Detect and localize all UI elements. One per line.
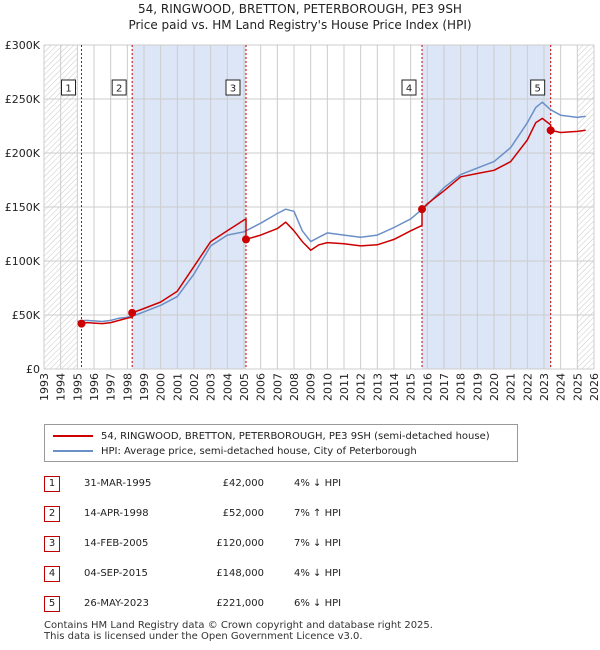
x-tick-label: 2025 bbox=[571, 373, 584, 401]
x-tick-label: 2020 bbox=[488, 373, 501, 401]
sale-hpi-diff: 6% ↓ HPI bbox=[294, 598, 342, 609]
x-tick-label: 1995 bbox=[71, 373, 84, 401]
sale-point bbox=[77, 319, 86, 328]
sale-hpi-diff: 4% ↓ HPI bbox=[294, 568, 342, 579]
x-tick-label: 2010 bbox=[321, 373, 334, 401]
y-tick-label: £0 bbox=[26, 363, 40, 376]
sale-date: 04-SEP-2015 bbox=[84, 568, 148, 579]
x-tick-label: 2007 bbox=[271, 373, 284, 401]
sale-number-badge: 1 bbox=[44, 476, 60, 492]
sale-price: £148,000 bbox=[216, 568, 264, 579]
chart-title: 54, RINGWOOD, BRETTON, PETERBOROUGH, PE3… bbox=[138, 2, 462, 16]
sale-price: £52,000 bbox=[222, 508, 264, 519]
sale-label-box bbox=[401, 79, 417, 96]
x-tick-label: 2015 bbox=[405, 373, 418, 401]
sale-date: 31-MAR-1995 bbox=[84, 478, 152, 489]
sale-label-box bbox=[61, 79, 76, 96]
sale-label-box bbox=[111, 79, 127, 96]
x-tick-label: 1999 bbox=[138, 373, 151, 401]
x-tick-label: 2013 bbox=[371, 373, 384, 401]
y-tick-label: £200K bbox=[5, 147, 41, 160]
legend-item-hpi: HPI: Average price, semi-detached house,… bbox=[53, 444, 417, 458]
sale-label: 4 bbox=[406, 84, 412, 95]
legend-label-hpi: HPI: Average price, semi-detached house,… bbox=[101, 445, 417, 457]
sale-number-badge: 2 bbox=[44, 506, 60, 522]
sale-point bbox=[546, 126, 555, 135]
sale-point bbox=[242, 235, 250, 244]
x-tick-label: 2021 bbox=[505, 373, 518, 401]
y-tick-label: £150K bbox=[5, 201, 41, 214]
sale-hpi-diff: 4% ↓ HPI bbox=[294, 478, 342, 489]
x-tick-label: 2018 bbox=[455, 373, 468, 401]
x-tick-label: 2016 bbox=[421, 373, 434, 401]
chart-subtitle: Price paid vs. HM Land Registry's House … bbox=[128, 18, 472, 32]
x-tick-label: 1994 bbox=[55, 373, 68, 401]
x-tick-label: 2000 bbox=[155, 373, 168, 401]
legend: 54, RINGWOOD, BRETTON, PETERBOROUGH, PE3… bbox=[44, 424, 518, 462]
x-tick-label: 2005 bbox=[238, 373, 251, 401]
x-tick-label: 1996 bbox=[88, 373, 101, 401]
sale-label-box bbox=[530, 79, 546, 96]
x-tick-label: 1998 bbox=[121, 373, 134, 401]
y-tick-label: £100K bbox=[5, 255, 41, 268]
price-chart: 1 2 3 4 5 £0 £50K £100K £150K £200K £250K £300K 199… bbox=[5, 39, 600, 401]
legend-swatch-hpi bbox=[53, 450, 93, 452]
sale-label: 3 bbox=[230, 84, 236, 95]
legend-item-property: 54, RINGWOOD, BRETTON, PETERBOROUGH, PE3… bbox=[53, 429, 490, 443]
footer: Contains HM Land Registry data © Crown c… bbox=[44, 620, 433, 642]
sale-date: 14-FEB-2005 bbox=[84, 538, 149, 549]
sale-point bbox=[418, 205, 426, 214]
sale-date: 26-MAY-2023 bbox=[84, 598, 150, 609]
x-tick-label: 2012 bbox=[355, 373, 368, 401]
legend-label-property: 54, RINGWOOD, BRETTON, PETERBOROUGH, PE3… bbox=[101, 430, 490, 442]
x-tick-label: 2009 bbox=[305, 373, 318, 401]
x-tick-label: 2024 bbox=[555, 373, 568, 401]
sale-date: 14-APR-1998 bbox=[84, 508, 149, 519]
sale-hpi-diff: 7% ↑ HPI bbox=[294, 508, 342, 519]
x-tick-label: 2011 bbox=[338, 373, 351, 401]
sale-number-badge: 3 bbox=[44, 536, 60, 552]
y-tick-label: £300K bbox=[5, 39, 41, 52]
sale-label: 5 bbox=[534, 84, 540, 95]
sale-price: £42,000 bbox=[222, 478, 264, 489]
sale-point bbox=[128, 308, 137, 317]
y-tick-label: £50K bbox=[12, 309, 41, 322]
y-tick-label: £250K bbox=[5, 93, 41, 106]
footer-licence: This data is licensed under the Open Gov… bbox=[44, 631, 363, 642]
x-tick-label: 2004 bbox=[221, 373, 234, 401]
sale-label: 1 bbox=[65, 84, 71, 95]
legend-swatch-property bbox=[53, 435, 93, 437]
x-tick-label: 2003 bbox=[205, 373, 218, 401]
sale-hpi-diff: 7% ↓ HPI bbox=[294, 538, 342, 549]
x-tick-label: 1997 bbox=[105, 373, 118, 401]
x-tick-label: 2008 bbox=[288, 373, 301, 401]
x-tick-label: 2023 bbox=[538, 373, 551, 401]
sale-label-box bbox=[225, 79, 241, 96]
sale-price: £221,000 bbox=[216, 598, 264, 609]
x-tick-label: 2026 bbox=[588, 373, 600, 401]
x-tick-label: 2002 bbox=[188, 373, 201, 401]
x-tick-label: 1993 bbox=[38, 373, 51, 401]
x-tick-label: 2014 bbox=[388, 373, 401, 401]
x-tick-label: 2006 bbox=[255, 373, 268, 401]
x-tick-label: 2019 bbox=[471, 373, 484, 401]
sale-price: £120,000 bbox=[216, 538, 264, 549]
x-tick-label: 2022 bbox=[521, 373, 534, 401]
x-tick-label: 2001 bbox=[171, 373, 184, 401]
sale-label: 2 bbox=[116, 84, 122, 95]
x-tick-label: 2017 bbox=[438, 373, 451, 401]
sale-number-badge: 4 bbox=[44, 566, 60, 582]
sale-number-badge: 5 bbox=[44, 596, 60, 612]
footer-copyright: Contains HM Land Registry data © Crown c… bbox=[44, 620, 433, 631]
